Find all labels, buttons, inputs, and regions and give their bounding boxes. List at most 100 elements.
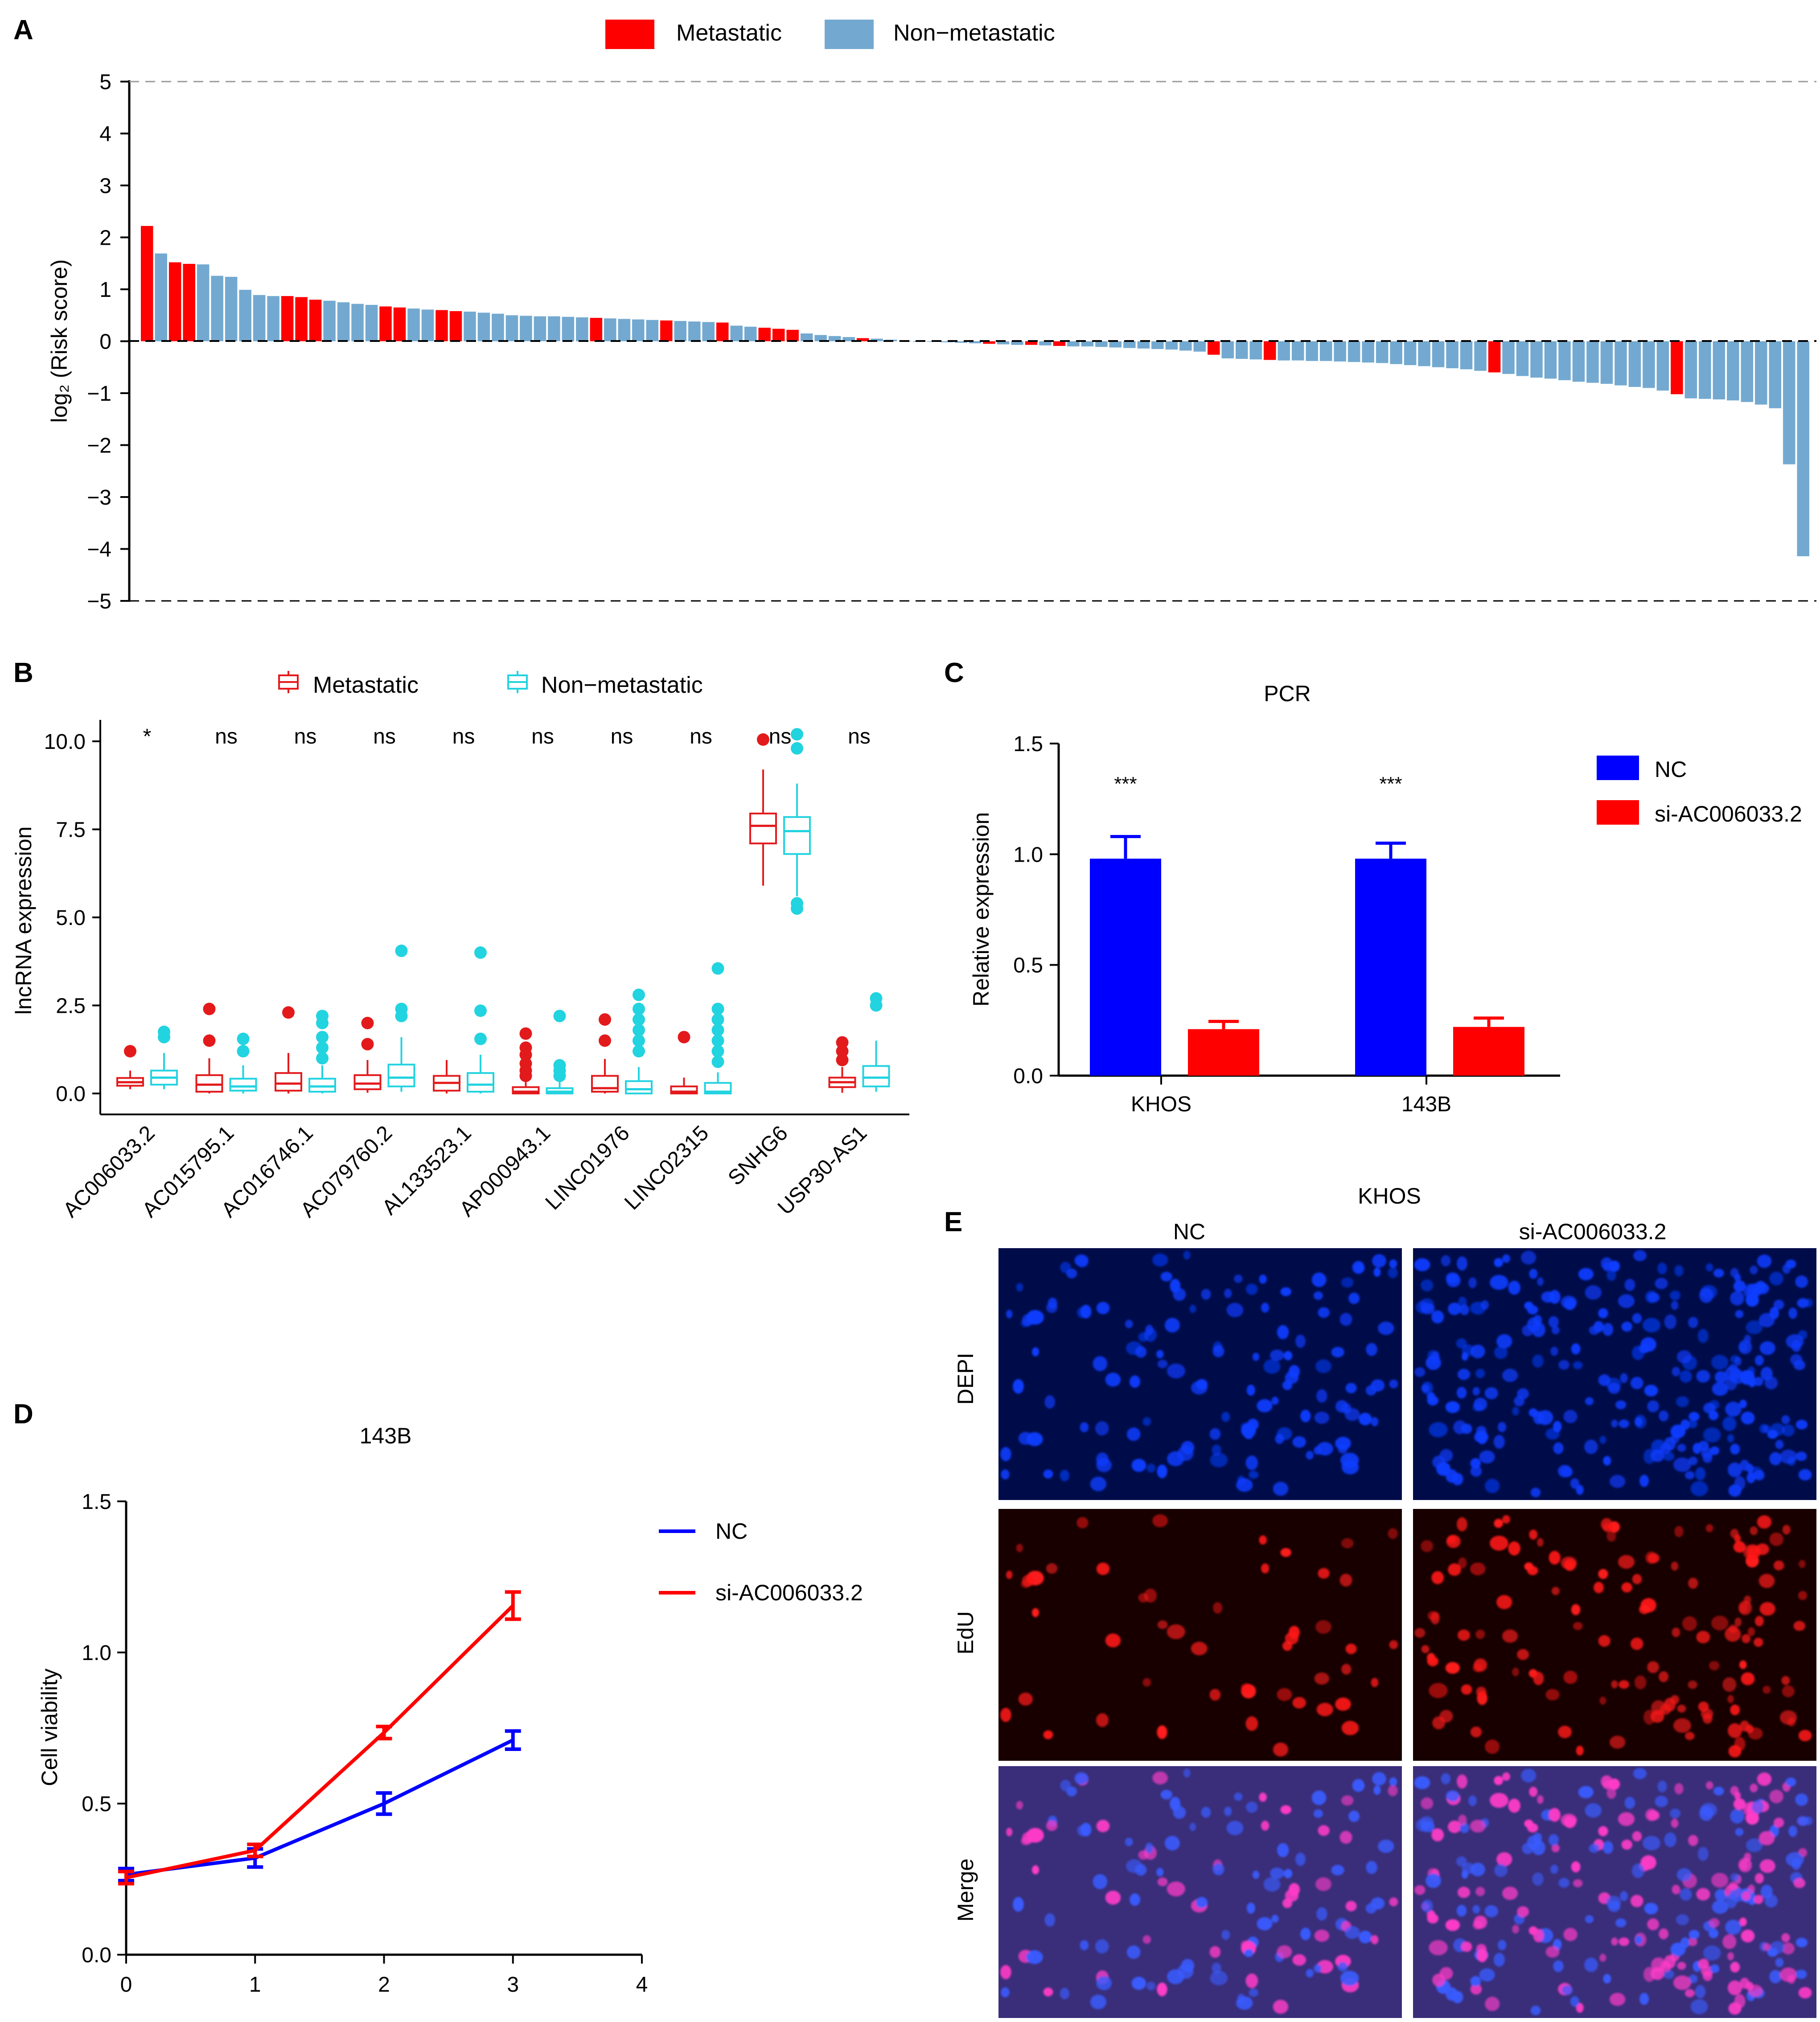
outlier-point bbox=[395, 945, 408, 958]
y-axis-label: log₂ (Risk score) bbox=[47, 259, 72, 423]
y-tick-label: 7.5 bbox=[56, 818, 86, 842]
y-tick-label: 1.5 bbox=[1013, 732, 1043, 756]
bar-non-metastatic bbox=[534, 316, 546, 341]
micrograph-grid bbox=[998, 1248, 1816, 2018]
y-axis-label: Relative expression bbox=[969, 812, 994, 1007]
outlier-point bbox=[633, 1013, 645, 1026]
bar-non-metastatic bbox=[618, 319, 631, 341]
bar-non-metastatic bbox=[1151, 341, 1164, 349]
outlier-point bbox=[633, 1023, 645, 1036]
bar-metastatic bbox=[309, 300, 322, 341]
outlier-point bbox=[678, 1031, 690, 1044]
bar-non-metastatic bbox=[239, 290, 251, 341]
bar-non-metastatic bbox=[955, 341, 967, 343]
outlier-point bbox=[711, 1034, 724, 1047]
bar-metastatic bbox=[379, 306, 392, 341]
row-label-edu: EdU bbox=[953, 1611, 978, 1654]
bar-non-metastatic bbox=[1236, 341, 1248, 359]
outlier-point bbox=[316, 1052, 329, 1064]
bar-non-metastatic bbox=[814, 335, 827, 341]
outlier-point bbox=[791, 728, 803, 741]
box-non-metastatic bbox=[625, 988, 653, 1095]
significance-labels: * ns ns ns ns ns ns ns ns ns bbox=[143, 725, 871, 748]
boxes bbox=[116, 728, 890, 1095]
box-non-metastatic bbox=[150, 1025, 178, 1089]
x-tick-label: LINC01976 bbox=[541, 1121, 634, 1214]
bar-non-metastatic bbox=[1221, 341, 1234, 358]
bar-non-metastatic bbox=[1727, 341, 1739, 401]
bar-non-metastatic bbox=[1179, 341, 1192, 351]
outlier-point bbox=[316, 1041, 329, 1054]
bar-non-metastatic bbox=[520, 316, 532, 341]
box-non-metastatic bbox=[467, 946, 494, 1093]
bar-metastatic bbox=[660, 320, 673, 341]
bar-non-metastatic bbox=[1432, 341, 1445, 367]
outlier-point bbox=[791, 897, 803, 910]
row-label-depi: DEPI bbox=[953, 1353, 978, 1405]
y-tick-label: 1 bbox=[99, 278, 111, 302]
x-tick-label: 0 bbox=[120, 1973, 132, 1997]
bar-non-metastatic bbox=[464, 312, 476, 341]
y-tick-label: 1.0 bbox=[82, 1641, 111, 1665]
legend-label-nc: NC bbox=[1655, 757, 1687, 782]
y-tick-label: 0.0 bbox=[82, 1944, 111, 1967]
point-si bbox=[247, 1842, 263, 1858]
panel-label-d: D bbox=[13, 1399, 33, 1430]
bar-metastatic bbox=[758, 328, 771, 341]
panel-b: B Metastatic Non−metastatic 10.0 7.5 5.0 2.… bbox=[11, 658, 909, 1222]
outlier-point bbox=[395, 1003, 408, 1015]
legend-swatch-nc bbox=[1597, 756, 1639, 780]
y-tick-label: −3 bbox=[87, 486, 111, 510]
box-metastatic bbox=[670, 1031, 698, 1094]
bar-metastatic bbox=[435, 310, 448, 341]
legend-label-metastatic: Metastatic bbox=[676, 20, 782, 46]
bar-non-metastatic bbox=[576, 317, 588, 341]
box-metastatic bbox=[195, 1003, 223, 1093]
bar-non-metastatic bbox=[646, 320, 659, 341]
bar-non-metastatic bbox=[702, 322, 715, 341]
legend-icon-metastatic bbox=[278, 671, 299, 693]
significance-label: ns bbox=[531, 725, 554, 748]
bar-non-metastatic bbox=[730, 325, 743, 341]
outlier-point bbox=[791, 742, 803, 755]
panel-label-e: E bbox=[944, 1207, 962, 1237]
significance-label: ns bbox=[611, 725, 633, 748]
significance-label: ns bbox=[452, 725, 475, 748]
y-tick-label: −1 bbox=[87, 382, 111, 406]
significance-label: ns bbox=[848, 725, 871, 748]
outlier-point bbox=[711, 1013, 724, 1026]
bar-metastatic bbox=[1671, 341, 1683, 395]
legend-label-si: si-AC006033.2 bbox=[1655, 801, 1802, 826]
outlier-point bbox=[836, 1053, 849, 1066]
bar-non-metastatic bbox=[1797, 341, 1809, 556]
bar-non-metastatic bbox=[1376, 341, 1389, 363]
x-tick-label: LINC02315 bbox=[620, 1121, 713, 1214]
point-nc bbox=[505, 1729, 521, 1751]
bar-non-metastatic bbox=[267, 296, 279, 341]
bar-metastatic bbox=[393, 307, 406, 341]
legend-swatch-si bbox=[1597, 800, 1639, 825]
outlier-point bbox=[633, 1034, 645, 1047]
box-non-metastatic bbox=[783, 728, 811, 915]
y-ticks: 1.5 1.0 0.5 0.0 bbox=[1013, 732, 1059, 1088]
y-tick-label: 5.0 bbox=[56, 906, 86, 930]
bar-non-metastatic bbox=[1249, 341, 1262, 360]
bar-non-metastatic bbox=[1362, 341, 1374, 363]
legend-label-nc: NC bbox=[715, 1519, 748, 1544]
bar-metastatic bbox=[1488, 341, 1501, 373]
bar-non-metastatic bbox=[1460, 341, 1473, 370]
x-tick-label: 1 bbox=[249, 1973, 261, 1997]
column-label-si: si-AC006033.2 bbox=[1519, 1219, 1667, 1244]
box-metastatic bbox=[116, 1045, 144, 1089]
box-metastatic bbox=[353, 1017, 382, 1093]
bar-metastatic bbox=[1263, 341, 1276, 360]
box-non-metastatic bbox=[862, 992, 890, 1092]
bar-non-metastatic bbox=[1615, 341, 1627, 386]
bar-non-metastatic bbox=[1656, 341, 1669, 391]
x-tick-labels: AC006033.2AC015795.1AC016746.1AC079760.2… bbox=[59, 1121, 872, 1222]
bar-metastatic bbox=[772, 329, 785, 341]
bar-metastatic bbox=[295, 297, 308, 341]
bar-non-metastatic bbox=[351, 304, 364, 341]
bar-metastatic bbox=[983, 341, 995, 344]
bar-non-metastatic bbox=[674, 321, 687, 341]
